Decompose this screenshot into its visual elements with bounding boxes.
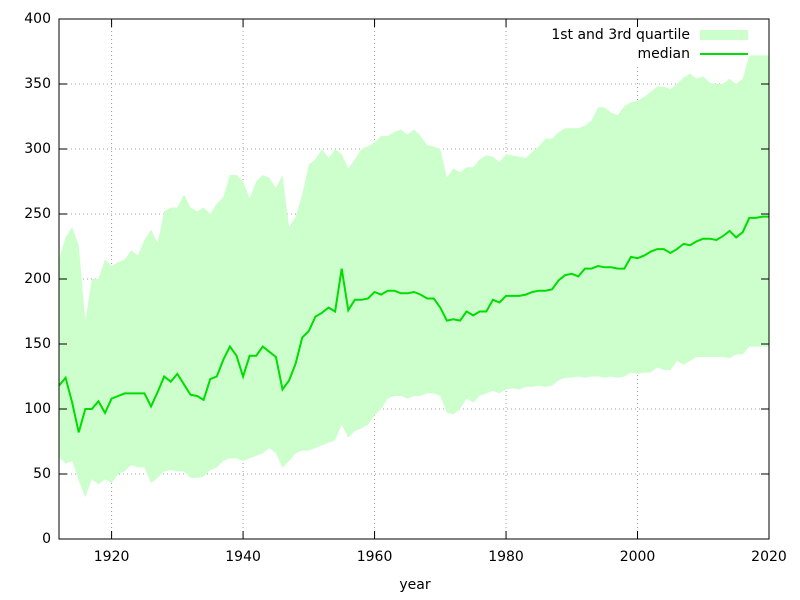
y-tick-label: 150 [24, 336, 51, 352]
y-tick-label: 100 [24, 401, 51, 417]
y-tick-label: 50 [33, 466, 51, 482]
y-tick-label: 250 [24, 206, 51, 222]
x-tick-label: 2020 [751, 549, 787, 565]
legend-label: median [638, 46, 690, 62]
x-tick-label: 1960 [357, 549, 393, 565]
y-tick-label: 400 [24, 11, 51, 27]
x-axis-label: year [399, 577, 430, 593]
y-tick-label: 0 [42, 531, 51, 547]
x-tick-label: 1940 [225, 549, 261, 565]
legend-label: 1st and 3rd quartile [551, 27, 690, 43]
median-line [58, 215, 769, 433]
legend-swatch [700, 30, 748, 40]
y-tick-label: 300 [24, 141, 51, 157]
x-tick-label: 1920 [94, 549, 130, 565]
x-tick-label: 1980 [488, 549, 524, 565]
y-tick-label: 350 [24, 76, 51, 92]
y-tick-label: 200 [24, 271, 51, 287]
quartile-band [59, 55, 769, 498]
x-tick-label: 2000 [620, 549, 656, 565]
